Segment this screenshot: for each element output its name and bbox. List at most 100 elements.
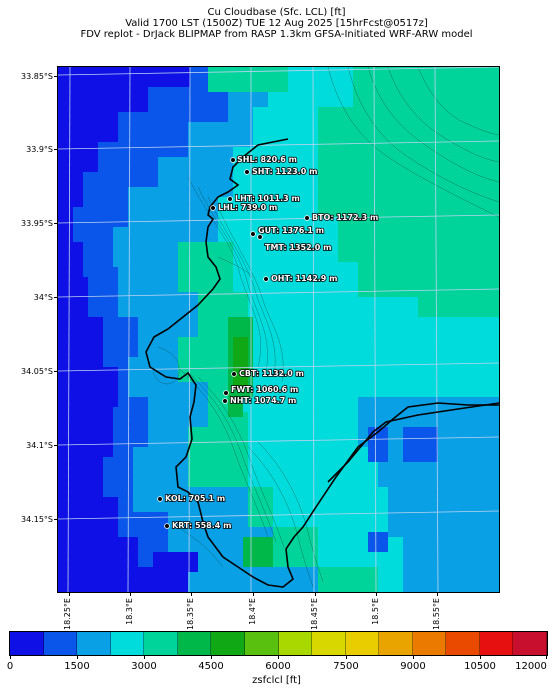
colorbar-tick-label: 12000	[515, 661, 547, 672]
lon-tick	[376, 592, 377, 596]
station-dot	[210, 205, 216, 211]
field-light-blue-se	[358, 397, 499, 592]
colorbar-segment	[43, 632, 78, 655]
colorbar-tick	[278, 655, 279, 659]
station-dot	[231, 371, 237, 377]
station-dot	[263, 276, 269, 282]
colorbar-segment	[345, 632, 380, 655]
lon-tick	[315, 592, 316, 596]
station-dot	[164, 523, 170, 529]
station-marker: OHT: 1142.9 m	[263, 273, 338, 284]
colorbar-segment	[110, 632, 145, 655]
colorbar-segment	[278, 632, 313, 655]
station-marker: CBT: 1132.0 m	[231, 368, 305, 379]
colorbar-segment	[144, 632, 178, 655]
colorbar-tick-label: 1500	[64, 661, 90, 672]
station-marker: FWT: 1060.6 m	[223, 384, 299, 396]
lat-tick	[54, 76, 58, 77]
station-marker: LHL: 739.0 m	[210, 202, 278, 213]
lat-label: 33.85°S	[21, 72, 53, 81]
station-dot	[222, 398, 228, 404]
station-dot	[244, 169, 250, 175]
coastline	[145, 138, 499, 588]
chart-subtitle-valid-time: Valid 1700 LST (1500Z) TUE 12 Aug 2025 […	[125, 18, 428, 29]
colorbar-tick-label: 9000	[400, 661, 426, 672]
station-label: SHL: 820.6 m	[237, 155, 297, 164]
colorbar-segment	[10, 632, 44, 655]
colorbar-tick	[413, 655, 414, 659]
station-marker: NHT: 1074.7 m	[222, 395, 297, 406]
station-marker: LHT: 1011.3 m	[227, 193, 301, 204]
lat-lon-grid	[58, 67, 499, 592]
colorbar-segment	[77, 632, 111, 655]
lat-tick	[54, 371, 58, 372]
station-label: LHL: 739.0 m	[218, 203, 277, 212]
colorbar-segment	[412, 632, 447, 655]
station-label: LHT: 1011.3 m	[235, 194, 300, 203]
station-dot	[223, 390, 229, 396]
colorbar-tick	[10, 655, 11, 659]
station-dot	[230, 157, 236, 163]
station-marker: BTO: 1172.3 m	[304, 212, 379, 223]
station-label: BTO: 1172.3 m	[312, 213, 378, 222]
station-marker: KRT: 558.4 m	[164, 520, 232, 531]
colorbar-tick-label: 3000	[131, 661, 157, 672]
colorbar-tick-label: 0	[6, 661, 14, 672]
colorbar-segment	[244, 632, 279, 655]
field-cyan-east	[358, 317, 499, 397]
colorbar-label: zsfclcl [ft]	[252, 675, 301, 686]
map-svg: SHL: 820.6 m SHT: 1123.0 m LHT: 1011.3 mLH…	[58, 67, 499, 592]
station-layer: SHL: 820.6 m SHT: 1123.0 m LHT: 1011.3 mLH…	[157, 154, 379, 531]
colorbar-segment	[211, 632, 245, 655]
colorbar-tick	[77, 655, 78, 659]
station-label: TMT: 1352.0 m	[265, 243, 331, 252]
lon-tick	[191, 592, 192, 596]
station-label: SHT: 1123.0 m	[252, 167, 317, 176]
colorbar-tick-label: 4500	[198, 661, 224, 672]
field-dark-green	[233, 337, 248, 387]
lat-label: 34.05°S	[21, 367, 53, 376]
station-marker: SHT: 1123.0 m	[244, 166, 318, 177]
colorbar	[10, 632, 547, 655]
lat-tick	[54, 149, 58, 150]
station-marker: TMT: 1352.0 m	[257, 234, 332, 253]
station-dot	[227, 196, 233, 202]
map-panel: SHL: 820.6 m SHT: 1123.0 m LHT: 1011.3 m LH…	[58, 67, 499, 592]
colorbar-segment	[479, 632, 514, 655]
lat-label: 33.9°S	[26, 145, 53, 154]
chart-subtitle-model: FDV replot - DrJack BLIPMAP from RASP 1.…	[80, 29, 473, 40]
colorbar-tick-label: 10500	[464, 661, 496, 672]
station-marker: KOL: 705.1 m	[157, 493, 226, 504]
colorbar-tick	[211, 655, 212, 659]
colorbar-segment	[312, 632, 346, 655]
lat-label: 34°S	[33, 293, 53, 302]
colorbar-tick	[144, 655, 145, 659]
lat-label: 33.95°S	[21, 219, 53, 228]
lat-label: 34.1°S	[26, 441, 53, 450]
east-boundary	[327, 402, 499, 483]
lat-label: 34.15°S	[21, 515, 53, 524]
station-label: GUT: 1376.1 m	[258, 226, 324, 235]
station-marker: SHL: 820.6 m	[230, 154, 298, 165]
colorbar-tick-label: 6000	[265, 661, 291, 672]
colorbar-segment	[379, 632, 413, 655]
station-label: FWT: 1060.6 m	[231, 385, 298, 394]
field-light-blue	[113, 92, 318, 592]
colorbar-tick-label: 7500	[333, 661, 359, 672]
lat-tick	[54, 223, 58, 224]
colorbar-segment	[513, 632, 547, 655]
colorbar-tick	[480, 655, 481, 659]
field-mid-blue	[73, 67, 228, 567]
station-label: CBT: 1132.0 m	[239, 369, 304, 378]
lat-tick	[54, 445, 58, 446]
colorbar-segment	[177, 632, 212, 655]
station-dot	[250, 231, 256, 237]
chart-title: Cu Cloudbase (Sfc. LCL) [ft]	[207, 7, 346, 18]
station-dot	[304, 215, 310, 221]
lon-tick	[130, 592, 131, 596]
field-shading	[58, 67, 499, 592]
field-mid-blue-se	[368, 427, 438, 552]
lon-tick	[253, 592, 254, 596]
lon-tick	[69, 592, 70, 596]
station-label: OHT: 1142.9 m	[271, 274, 338, 283]
